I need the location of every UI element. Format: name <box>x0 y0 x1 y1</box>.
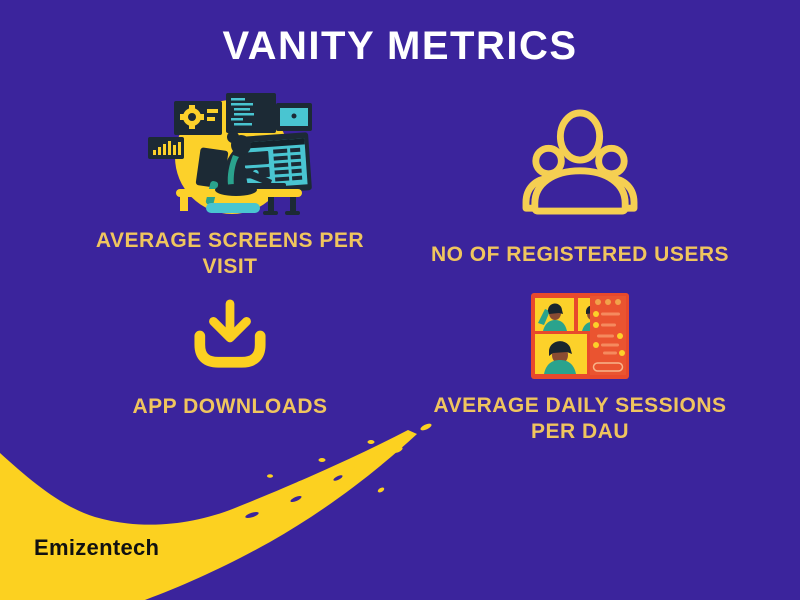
registered-users-icon-svg <box>522 109 638 215</box>
computer-workstation-illustration-svg <box>148 93 312 215</box>
metric-label-average-daily-sessions-per-dau: AVERAGE DAILY SESSIONS PER DAU <box>433 394 727 444</box>
metric-app-downloads: APP DOWNLOADS <box>60 299 400 420</box>
computer-workstation-illustration <box>148 92 312 219</box>
metric-average-daily-sessions-per-dau: AVERAGE DAILY SESSIONS PER DAU <box>410 293 750 446</box>
metric-label-no-of-registered-users: NO OF REGISTERED USERS <box>430 243 730 266</box>
metric-label-average-screens-per-visit: AVERAGE SCREENS PER VISIT <box>95 229 365 279</box>
metric-label-app-downloads: APP DOWNLOADS <box>132 395 328 418</box>
paint-splash-graphic <box>0 423 432 600</box>
download-icon-svg <box>194 299 266 368</box>
video-call-illustration-svg <box>531 293 629 379</box>
brand-name: Emizentech <box>34 535 160 560</box>
page-title: VANITY METRICS <box>222 24 578 68</box>
registered-users-icon <box>516 106 644 218</box>
metric-average-screens-per-visit: AVERAGE SCREENS PER VISIT <box>60 92 400 281</box>
metric-no-of-registered-users: NO OF REGISTERED USERS <box>410 106 750 268</box>
download-icon <box>193 299 267 373</box>
video-call-illustration <box>531 293 629 379</box>
